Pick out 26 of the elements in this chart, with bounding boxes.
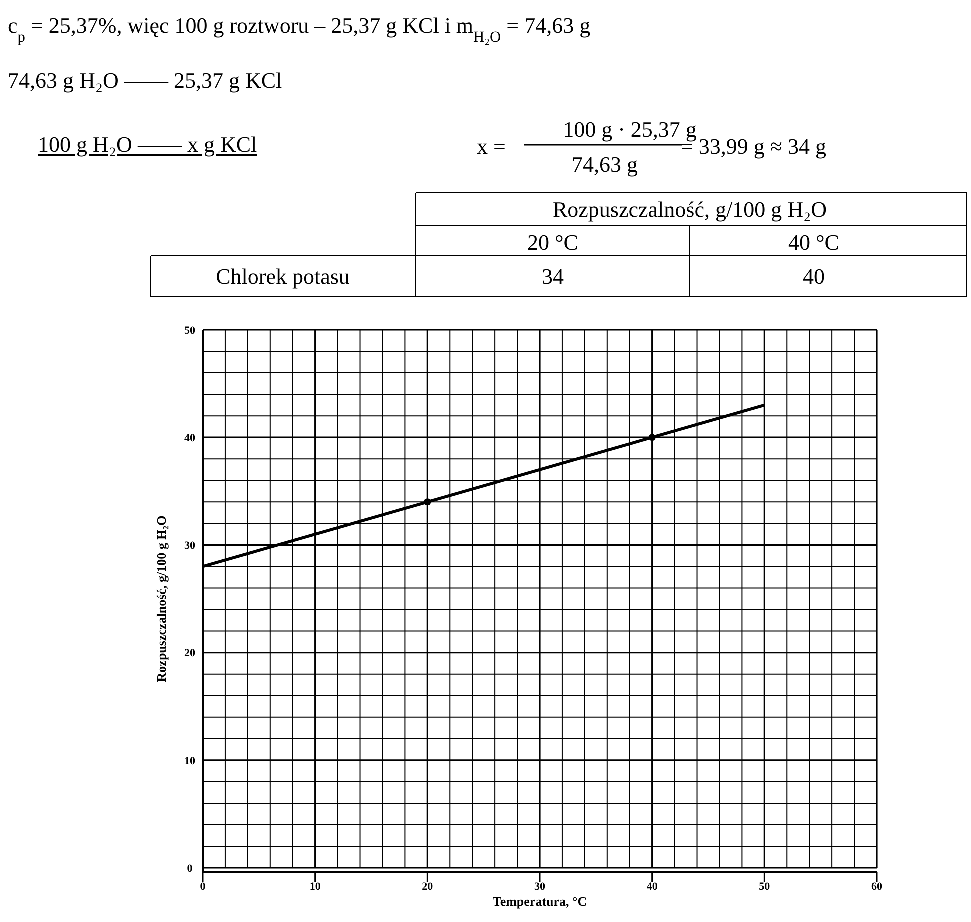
text: 40 °C (788, 230, 840, 255)
x-tick-label: 0 (200, 881, 206, 893)
x-axis-title: Temperatura, °C (492, 894, 588, 909)
x-tick-label: 60 (872, 881, 883, 893)
text: c$_{p}$ = 25,37%, więc 100 g roztworu – 25,37 g KCl i m$_{H₂O}$ = 74,63 g (8, 13, 591, 46)
y-tick-label: 20 (184, 648, 196, 660)
text: 20 °C (528, 230, 578, 255)
text: 74,63 g H₂O —— 25,37 g KCl (8, 68, 282, 93)
y-tick-label: 10 (184, 755, 196, 768)
text: 40 (803, 264, 825, 289)
y-tick-label: 50 (184, 324, 196, 337)
y-tick-label: 0 (187, 862, 194, 875)
y-axis-title: Rozpuszczalność, g/100 g H₂O (154, 516, 169, 682)
text: Rozpuszczalność, g/100 g H₂O (552, 197, 828, 222)
x-tick-label: 10 (310, 881, 322, 893)
x-tick-label: 20 (422, 881, 434, 893)
text: x = (477, 134, 506, 159)
y-tick-label: 40 (184, 432, 196, 444)
x-tick-label: 50 (759, 881, 771, 893)
text: Chlorek potasu (216, 264, 350, 289)
x-tick-label: 30 (534, 881, 546, 893)
x-tick-label: 40 (646, 881, 658, 893)
text: 34 (542, 264, 564, 289)
text: 74,63 g (572, 152, 638, 177)
y-tick-label: 30 (184, 540, 196, 552)
text: 100 g H₂O —— x g KCl (38, 132, 258, 157)
